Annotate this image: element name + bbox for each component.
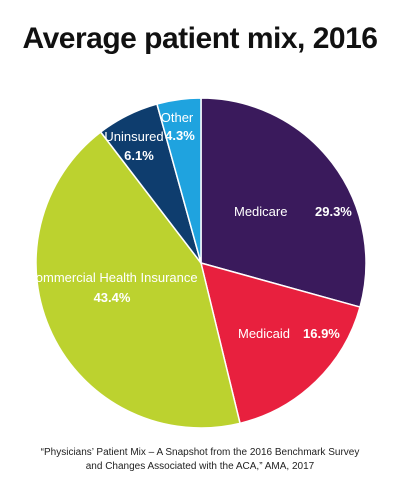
pie-slice-other [156, 97, 202, 264]
pie-slice-medicare [200, 97, 367, 308]
slice-value-other: 4.3% [165, 128, 195, 143]
slice-value-medicare: 29.3% [315, 204, 352, 219]
slice-label-medicaid: Medicaid [238, 326, 290, 341]
source-line-1: “Physicians’ Patient Mix – A Snapshot fr… [40, 447, 360, 458]
slice-label-medicare: Medicare [234, 204, 287, 219]
slice-value-commercial: 43.4% [94, 290, 131, 305]
slice-label-uninsured: Uninsured [104, 129, 163, 144]
pie-labels: Medicare 29.3% Medicaid 16.9% Commercial… [26, 110, 352, 341]
slice-label-commercial: Commercial Health Insurance [26, 270, 197, 285]
source-line-2: and Changes Associated with the ACA,” AM… [85, 461, 315, 472]
pie-slice-medicaid [200, 262, 361, 425]
source-citation: “Physicians’ Patient Mix – A Snapshot fr… [0, 446, 400, 474]
slice-value-medicaid: 16.9% [303, 326, 340, 341]
slice-label-other: Other [161, 110, 194, 125]
slice-value-uninsured: 6.1% [124, 148, 154, 163]
pie-slice-commercial [35, 131, 241, 429]
pie-slices [35, 97, 367, 429]
chart-title: Average patient mix, 2016 [22, 22, 378, 55]
